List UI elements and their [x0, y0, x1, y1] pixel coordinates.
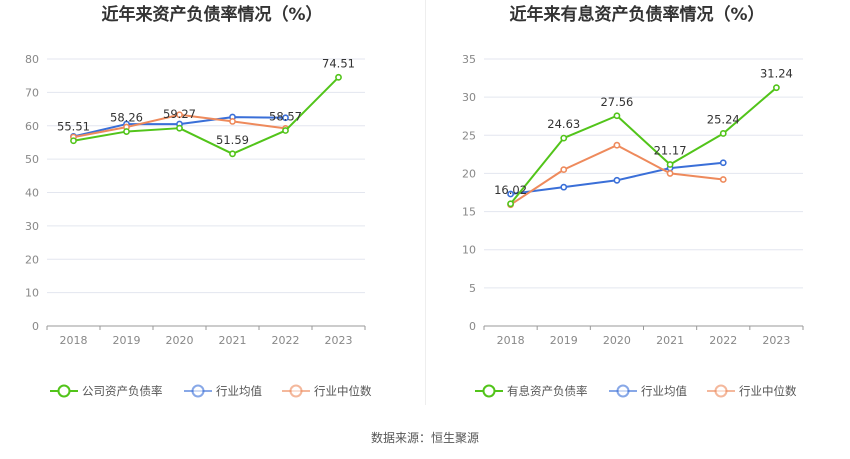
x-tick-label: 2022 [272, 334, 300, 347]
data-point [719, 130, 727, 137]
data-point [282, 127, 289, 134]
x-tick-label: 2023 [325, 334, 353, 347]
x-tick-label: 2018 [60, 334, 88, 347]
y-tick-label: 25 [462, 129, 476, 142]
data-label: 27.56 [600, 95, 633, 109]
legend-label: 行业均值 [216, 384, 262, 398]
data-label: 31.24 [760, 67, 793, 81]
y-tick-label: 50 [25, 153, 39, 166]
data-label: 58.26 [110, 111, 143, 125]
series-line [509, 86, 778, 205]
y-tick-label: 30 [462, 91, 476, 104]
source-note: 数据来源：恒生聚源 [370, 431, 479, 445]
data-label: 24.63 [547, 117, 580, 131]
x-tick-label: 2022 [709, 334, 737, 347]
chart-debt-ratio: 近年来资产负债率情况（%） 0 10 20 30 40 50 60 70 80 2018 2019 20… [25, 4, 372, 398]
data-label: 51.59 [216, 133, 249, 147]
data-label: 55.51 [57, 120, 90, 134]
data-point [613, 141, 621, 149]
data-point [335, 73, 342, 81]
data-point [229, 118, 236, 125]
data-label: 58.57 [269, 110, 302, 124]
legend-label: 行业均值 [641, 384, 687, 398]
legend-item: 公司资产负债率 [50, 384, 163, 398]
data-point [613, 176, 621, 184]
x-tick-label: 2020 [603, 334, 631, 347]
data-point [719, 176, 727, 183]
data-point [507, 200, 514, 208]
legend-marker [714, 384, 728, 398]
data-point [666, 170, 674, 177]
data-point [229, 150, 236, 158]
x-tick-label: 2021 [219, 334, 247, 347]
legend-item: 行业中位数 [282, 384, 372, 398]
x-tick-label: 2020 [166, 334, 194, 347]
data-label: 25.24 [707, 112, 740, 126]
legend-item: 行业均值 [609, 384, 687, 398]
legend-item: 行业中位数 [707, 384, 797, 398]
legend-label: 公司资产负债率 [82, 384, 163, 398]
legend-label: 行业中位数 [314, 384, 372, 398]
x-tick-label: 2019 [550, 334, 578, 347]
legend-marker [57, 384, 71, 398]
chart-divider [425, 0, 426, 405]
y-tick-label: 40 [25, 187, 39, 200]
y-tick-label: 30 [25, 220, 39, 233]
data-point [613, 112, 621, 120]
legend-marker [289, 384, 303, 398]
y-tick-label: 5 [469, 282, 476, 295]
data-point [560, 183, 568, 191]
data-label: 16.02 [494, 183, 527, 197]
series-line [510, 144, 724, 206]
legend-item: 有息资产负债率 [475, 384, 588, 398]
data-point [507, 190, 514, 198]
data-point [719, 159, 727, 167]
data-label: 59.27 [163, 107, 196, 121]
x-tick-label: 2023 [762, 334, 790, 347]
legend-marker [191, 384, 205, 398]
data-label: 74.51 [322, 56, 355, 70]
legend-label: 有息资产负债率 [507, 384, 588, 398]
data-point [560, 166, 568, 174]
y-tick-label: 70 [25, 86, 39, 99]
y-tick-label: 80 [25, 53, 39, 66]
chart-title: 近年来有息资产负债率情况（%） [509, 4, 764, 25]
chart-title: 近年来资产负债率情况（%） [101, 4, 322, 25]
y-tick-label: 15 [462, 206, 476, 219]
y-tick-label: 35 [462, 53, 476, 66]
y-tick-label: 0 [32, 320, 39, 333]
x-tick-label: 2021 [656, 334, 684, 347]
y-tick-label: 10 [25, 287, 39, 300]
y-tick-label: 60 [25, 120, 39, 133]
data-point [773, 84, 780, 92]
data-point [560, 134, 568, 142]
legend-label: 行业中位数 [739, 384, 797, 398]
data-label: 21.17 [654, 144, 687, 158]
x-tick-label: 2019 [113, 334, 141, 347]
chart-interest-debt-ratio: 近年来有息资产负债率情况（%） 0 5 10 15 20 25 30 35 2018 2019 202… [462, 4, 804, 398]
y-tick-label: 10 [462, 244, 476, 257]
data-point [70, 137, 77, 145]
legend-item: 行业均值 [184, 384, 262, 398]
legend-marker [482, 384, 496, 398]
data-point [176, 111, 183, 119]
y-tick-label: 20 [462, 167, 476, 180]
data-point [282, 114, 289, 122]
legend-marker [616, 384, 630, 398]
y-tick-label: 0 [469, 320, 476, 333]
data-point [176, 124, 183, 132]
series-line [73, 76, 340, 155]
data-point [666, 161, 674, 168]
data-point [123, 128, 130, 135]
y-tick-label: 20 [25, 253, 39, 266]
x-tick-label: 2018 [497, 334, 525, 347]
